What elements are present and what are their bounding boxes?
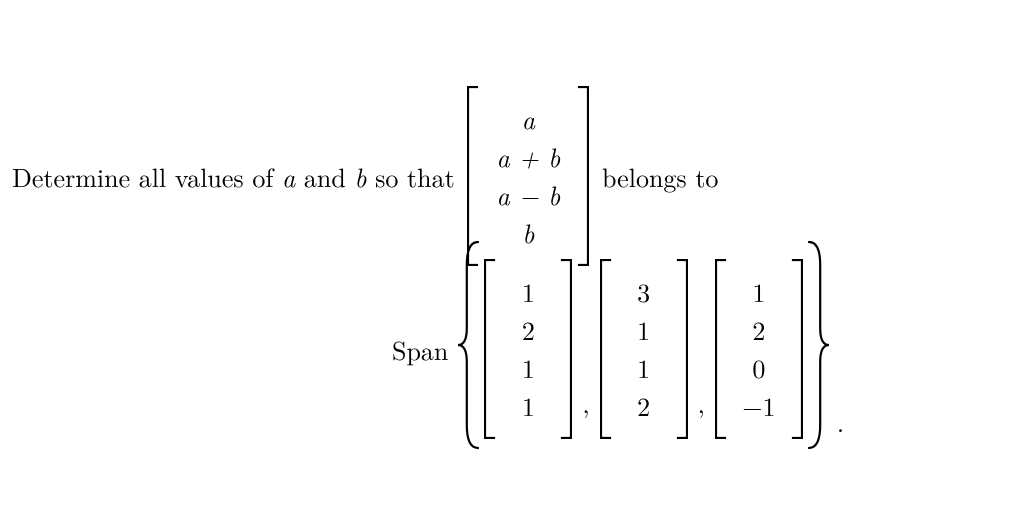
- vector-entry: 1: [729, 273, 789, 311]
- vector-entry: a + b: [481, 138, 575, 176]
- vector-entry: a: [481, 100, 575, 138]
- target-vector: aa + ba − bb: [467, 86, 589, 266]
- vector-entry: 1: [498, 387, 558, 425]
- var-a: a: [282, 158, 295, 195]
- final-period: .: [831, 403, 844, 458]
- vector-entry: 1: [498, 349, 558, 387]
- span-vector-1: 1211: [484, 259, 572, 439]
- vector-entry: 3: [614, 273, 674, 311]
- vector-entry: 0: [729, 349, 789, 387]
- vector-entry: a − b: [481, 176, 575, 214]
- vector-entry: 2: [614, 387, 674, 425]
- vector-entry: −1: [729, 387, 789, 425]
- vector-entry: 2: [729, 311, 789, 349]
- left-brace: [456, 240, 480, 458]
- vector-separator: ,: [576, 384, 595, 439]
- span-vectors: 1211,3112,120−1: [480, 259, 806, 439]
- problem-line-2: Span 1211,3112,120−1 .: [392, 240, 844, 458]
- vector-entry: 2: [498, 311, 558, 349]
- span-vector-3: 120−1: [715, 259, 803, 439]
- vector-entry: 1: [614, 349, 674, 387]
- text-and: and: [295, 158, 354, 195]
- vector-entry: 1: [614, 311, 674, 349]
- right-brace: [807, 240, 831, 458]
- text-so-that: so that: [366, 158, 463, 195]
- var-b: b: [354, 158, 366, 195]
- text-before: Determine all values of: [12, 158, 282, 195]
- problem-line-1: Determine all values of a and b so that …: [12, 86, 1002, 266]
- text-belongs-to: belongs to: [593, 158, 718, 195]
- vector-entry: 1: [498, 273, 558, 311]
- span-vector-2: 3112: [600, 259, 688, 439]
- span-label: Span: [392, 331, 448, 368]
- vector-separator: ,: [692, 384, 711, 439]
